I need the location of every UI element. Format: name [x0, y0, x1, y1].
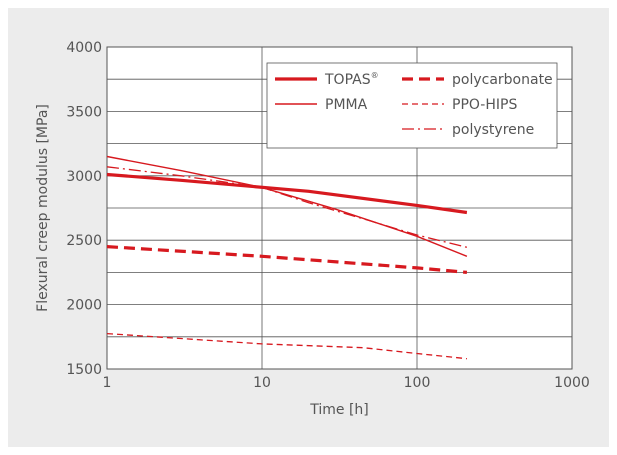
y-tick-label: 2000 — [66, 298, 102, 314]
y-tick-label: 2500 — [66, 233, 102, 249]
plot-border — [106, 46, 573, 370]
x-tick-label: 100 — [404, 375, 431, 391]
legend: TOPAS® PMMA polycarbonate PPO-HIPS polystyre… — [266, 62, 558, 149]
series-lines — [106, 155, 468, 360]
x-axis-label: Time [h] — [309, 402, 369, 418]
y-tick-label: 1500 — [66, 362, 102, 378]
series-line-pmma — [106, 155, 468, 257]
x-tick-label: 1 — [103, 375, 112, 391]
legend-box — [266, 62, 558, 149]
y-axis-label: Flexural creep modulus [MPa] — [35, 104, 51, 312]
legend-label-ppo-hips: PPO-HIPS — [452, 97, 517, 113]
y-tick-label: 3500 — [66, 104, 102, 120]
x-tick-label: 1000 — [554, 375, 590, 391]
series-line-topas — [106, 172, 468, 215]
series-line-polycarbonate — [106, 245, 468, 274]
x-tick-labels: 1 10 100 1000 — [103, 375, 590, 391]
y-tick-labels: 1500 2000 2500 3000 3500 4000 — [66, 40, 102, 378]
y-tick-label: 4000 — [66, 40, 102, 56]
legend-label-topas: TOPAS® — [324, 71, 379, 88]
legend-label-polystyrene: polystyrene — [452, 122, 534, 138]
series-line-ppo-hips — [106, 332, 467, 360]
legend-label-superscript: ® — [371, 71, 379, 80]
series-line-polystyrene — [106, 166, 468, 248]
legend-label-pmma: PMMA — [325, 97, 368, 113]
x-tick-label: 10 — [253, 375, 271, 391]
legend-label-polycarbonate: polycarbonate — [452, 72, 553, 88]
y-tick-label: 3000 — [66, 169, 102, 185]
